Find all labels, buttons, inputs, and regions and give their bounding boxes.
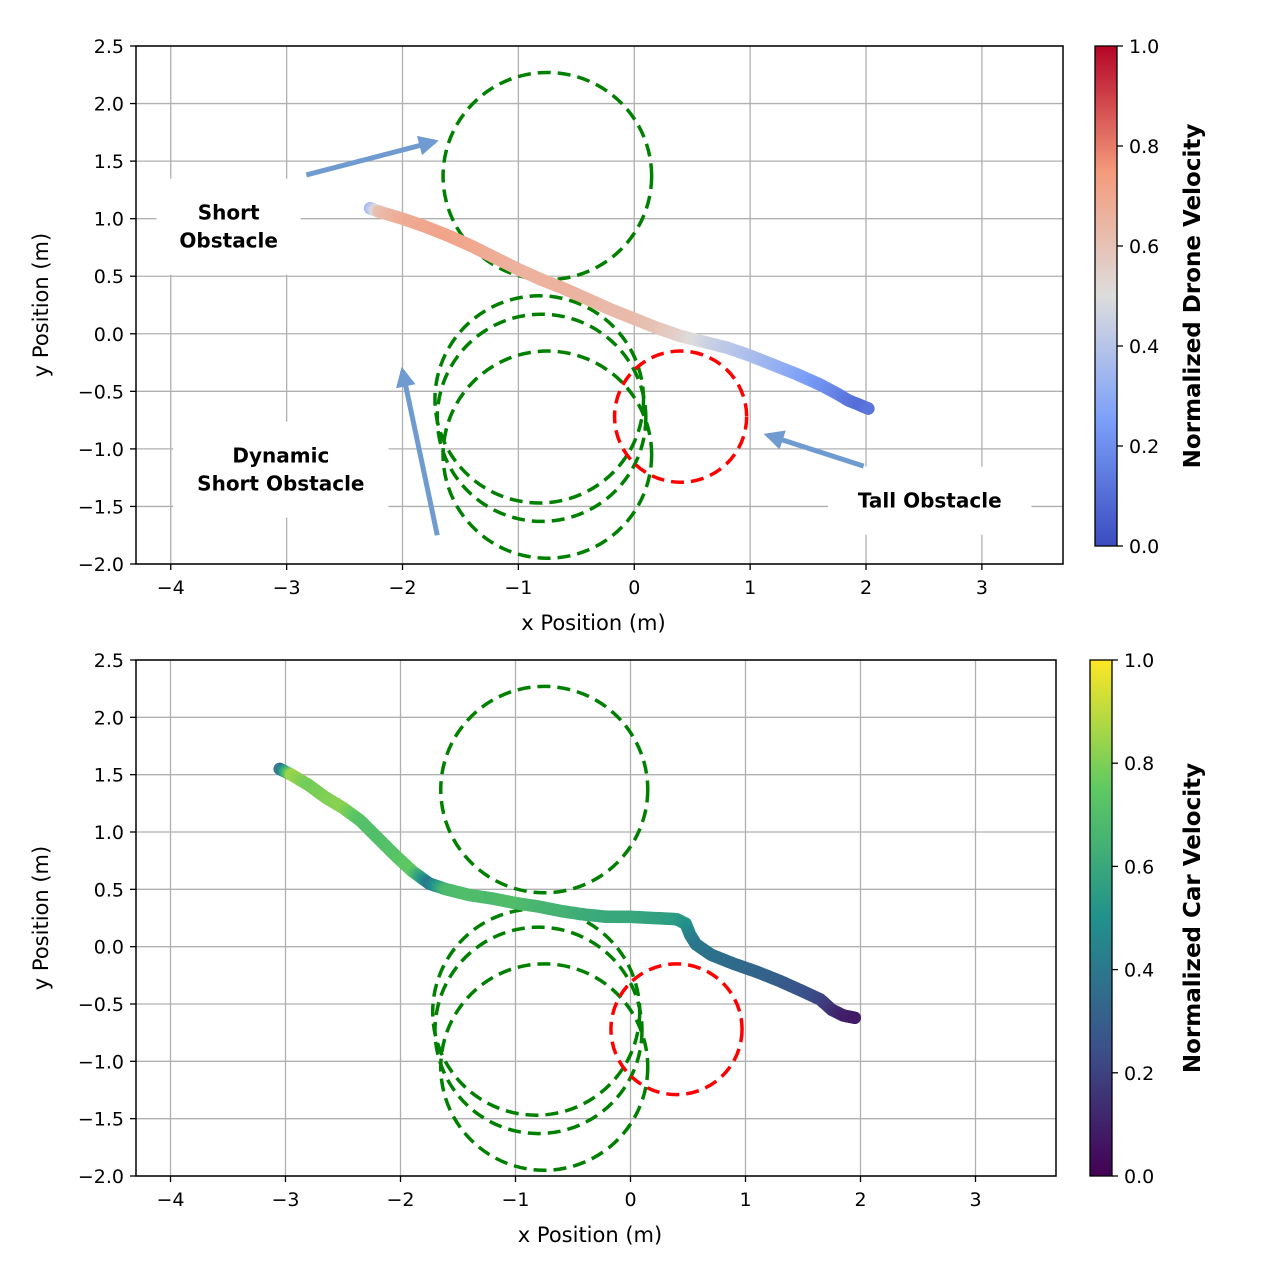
x-tick-label: 2 [860,577,872,599]
colorbar-tick-label: 1.0 [1124,650,1154,672]
annotation-0: Short Obstacle [156,135,439,275]
colorbar-label: Normalized Drone Velocity [1180,124,1206,469]
x-tick-label: −1 [504,577,532,599]
x-tick-label: 1 [739,1189,751,1211]
obstacle-tall-circle [612,349,749,485]
colorbar-tick-label: 0.0 [1129,536,1159,558]
x-tick-label: 1 [744,577,756,599]
y-tick-label: −2.0 [78,554,124,576]
x-tick-label: 3 [969,1189,981,1211]
colorbar-gradient [1089,659,1113,1177]
colorbar-tick-label: 0.4 [1124,960,1154,982]
y-tick-label: 2.5 [94,36,124,58]
annotation-arrow [396,366,440,536]
y-tick-label: 1.0 [94,822,124,844]
colorbar: 0.0 0.2 0.4 0.6 0.8 1.0 Normalized Drone Veloc… [1094,36,1206,558]
obstacles [433,70,749,560]
x-tick-label: 0 [624,1189,636,1211]
y-tick-label: 1.5 [94,151,124,173]
trajectory [363,202,875,415]
colorbar-tick-label: 0.6 [1129,236,1159,258]
trajectory-point [862,402,875,415]
y-axis: 2.5 2.0 1.5 1.0 0.5 0.0 −0.5 −1.0 −1.5 −2.0 [78,36,136,576]
x-axis-label: x Position (m) [518,1223,662,1247]
trajectory [273,762,862,1025]
x-axis-label: x Position (m) [521,611,665,635]
obstacle-dynamic-circle [435,312,648,524]
annotation-1: Dynamic Short Obstacle [173,366,440,536]
y-tick-label: 0.0 [94,324,124,346]
y-axis-label: y Position (m) [29,846,53,990]
x-tick-label: 3 [976,577,988,599]
annotation-box [156,178,301,275]
annotation-box [173,421,389,518]
annotation-label: Tall Obstacle [858,489,1002,513]
x-tick-label: −2 [386,1189,414,1211]
annotation-label: Short [198,201,260,225]
colorbar-label: Normalized Car Velocity [1180,763,1206,1073]
colorbar-tick-label: 1.0 [1129,36,1159,58]
annotation-arrow [305,135,439,178]
x-axis: −4 −3 −2 −1 0 1 2 3 [156,1176,982,1211]
y-tick-label: 0.5 [94,879,124,901]
x-tick-label: −4 [157,577,185,599]
x-axis: −4 −3 −2 −1 0 1 2 3 [157,564,988,599]
colorbar: 0.0 0.2 0.4 0.6 0.8 1.0 Normalized Car Velocit… [1089,650,1206,1188]
y-tick-label: 1.0 [94,209,124,231]
y-tick-label: −1.5 [78,1109,124,1131]
colorbar-tick-label: 0.4 [1129,336,1159,358]
annotation-label: Dynamic [232,444,329,468]
colorbar-gradient [1094,45,1118,547]
annotation-arrow [763,430,865,469]
y-axis-label: y Position (m) [29,233,53,377]
y-tick-label: 1.5 [94,765,124,787]
y-tick-label: −2.0 [78,1166,124,1188]
drone-trajectory-panel: Short Obstacle Dynamic Short Obstacle Tall O… [29,36,1206,635]
obstacle-tall-circle [609,962,744,1097]
obstacle-short-circle [439,684,650,895]
y-tick-label: −0.5 [78,994,124,1016]
colorbar-tick-label: 0.2 [1124,1063,1154,1085]
obstacle-dynamic-circle [441,349,654,560]
axes-frame [135,659,1057,1177]
colorbar-tick-label: 0.0 [1124,1166,1154,1188]
y-tick-label: 2.0 [94,94,124,116]
colorbar-tick-label: 0.8 [1129,136,1159,158]
y-tick-label: 0.5 [94,266,124,288]
y-tick-label: −1.5 [78,496,124,518]
y-axis: 2.5 2.0 1.5 1.0 0.5 0.0 −0.5 −1.0 −1.5 −2.0 [78,650,136,1188]
trajectory-point [848,1011,862,1025]
annotation-label: Obstacle [179,229,278,253]
annotation-box [828,466,1032,535]
y-tick-label: 0.0 [94,937,124,959]
obstacle-dynamic-circle [433,294,646,505]
x-tick-label: −3 [273,577,301,599]
annotation-2: Tall Obstacle [763,430,1032,535]
y-tick-label: 2.0 [94,707,124,729]
x-tick-label: −3 [271,1189,299,1211]
colorbar-tick-label: 0.8 [1124,753,1154,775]
colorbar-tick-label: 0.6 [1124,856,1154,878]
y-tick-label: −1.0 [78,1051,124,1073]
x-tick-label: −2 [389,577,417,599]
annotation-label: Short Obstacle [197,472,364,496]
car-trajectory-panel: −4 −3 −2 −1 0 1 2 3 2.5 2.0 1.5 1.0 0.5 0.0 −0.5 −1.0 −1… [29,650,1206,1247]
y-tick-label: −1.0 [78,439,124,461]
x-tick-label: 2 [854,1189,866,1211]
axes-frame [135,45,1064,565]
obstacle-dynamic-circle [439,962,650,1173]
x-tick-label: −4 [156,1189,184,1211]
y-tick-label: −0.5 [78,381,124,403]
x-tick-label: −1 [501,1189,529,1211]
y-tick-label: 2.5 [94,650,124,672]
colorbar-tick-label: 0.2 [1129,436,1159,458]
x-tick-label: 0 [628,577,640,599]
